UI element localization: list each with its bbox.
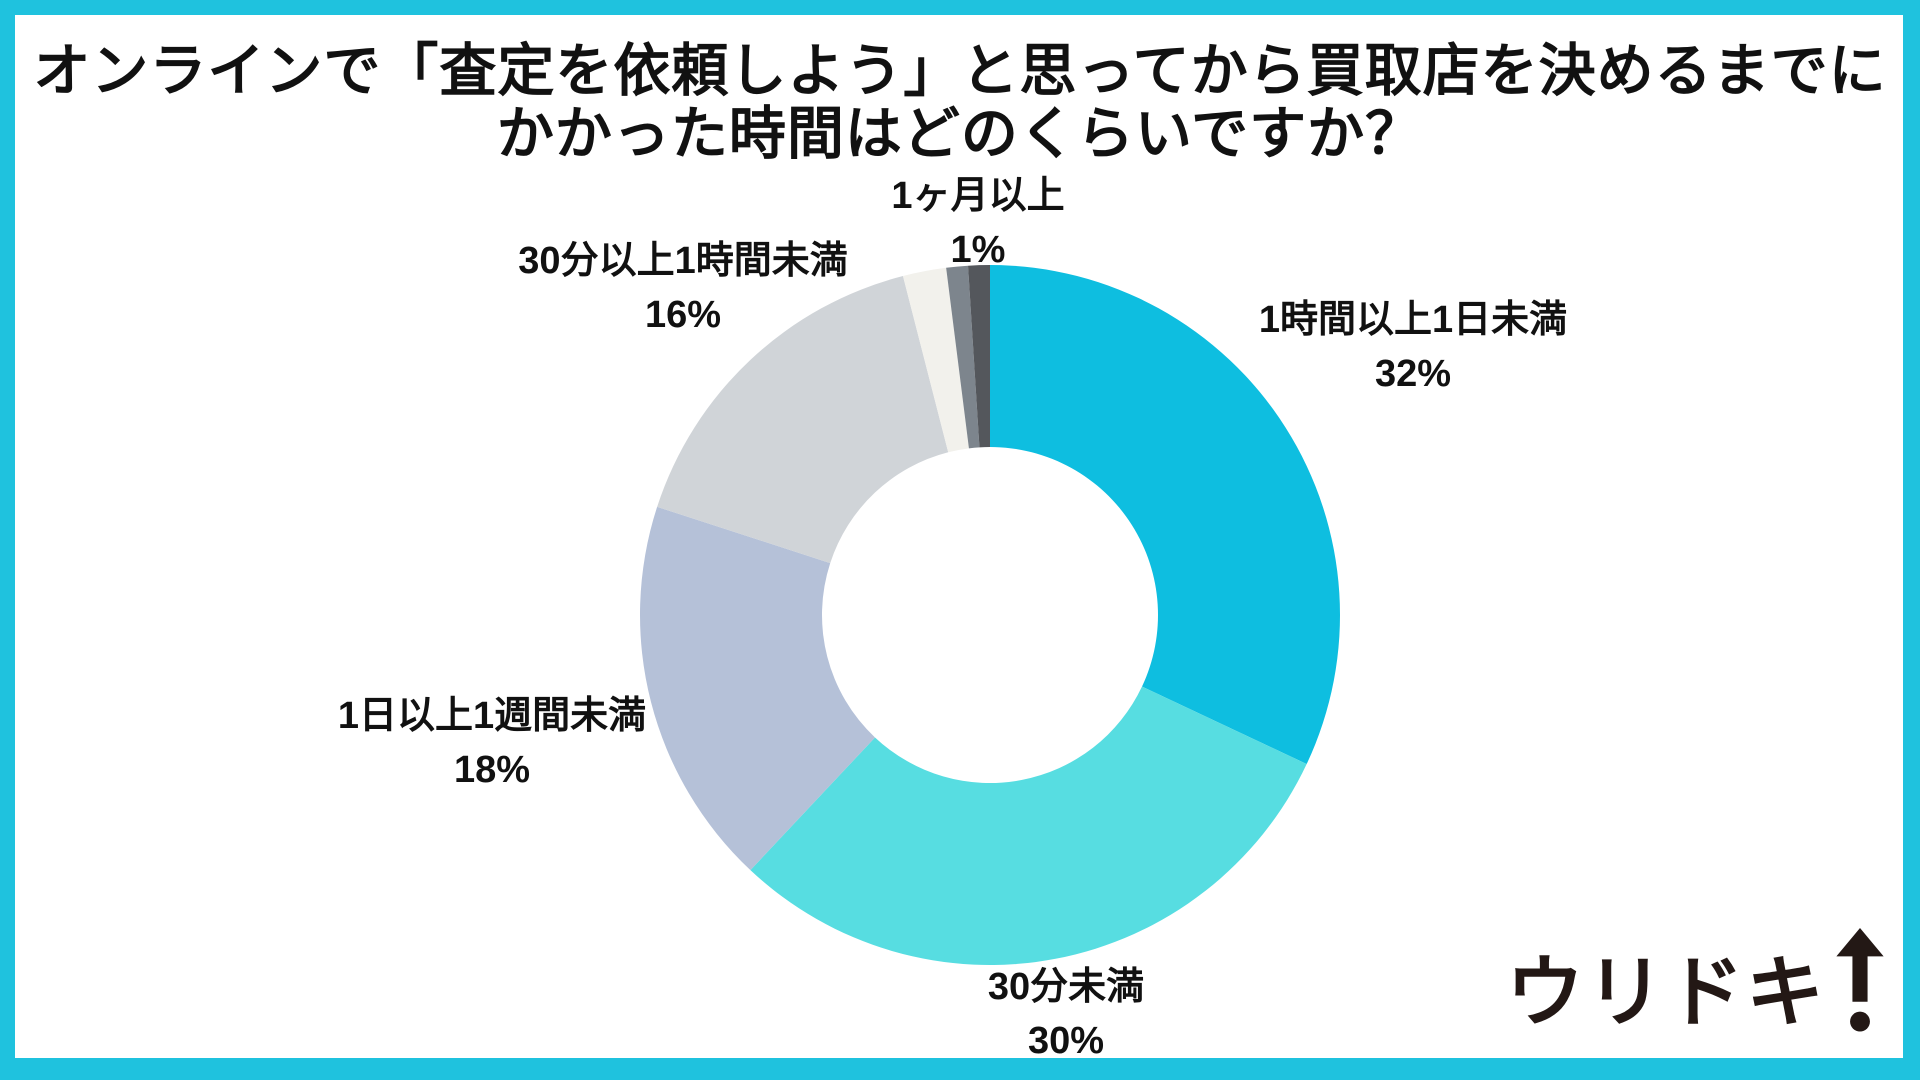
- slice-label-30分以上1時間未満: 30分以上1時間未満 16%: [518, 234, 847, 342]
- page-title-line1: オンラインで「査定を依頼しよう」と思ってから買取店を決めるまでに: [33, 39, 1887, 103]
- pie-slice-1ヶ月以上: [968, 265, 990, 448]
- slice-label-1ヶ月以上: 1ヶ月以上 1%: [891, 169, 1064, 277]
- slice-label-percent: 32%: [1374, 353, 1452, 395]
- slice-label-percent: 16%: [644, 294, 722, 336]
- pie-slice-unlabeled-5: [946, 265, 980, 449]
- pie-slice-30分以上1時間未満: [657, 276, 949, 564]
- slice-label-name: 1ヶ月以上: [891, 175, 1065, 217]
- page-title-line2: かかった時間はどのくらいですか？: [496, 102, 1424, 166]
- slice-label-1時間以上1日未満: 1時間以上1日未満 32%: [1259, 293, 1567, 401]
- slice-label-name: 1日以上1週間未満: [337, 695, 647, 737]
- pie-slice-1日以上1週間未満: [639, 506, 875, 871]
- slice-label-30分未満: 30分未満 30%: [988, 960, 1144, 1068]
- slice-label-1日以上1週間未満: 1日以上1週間未満 18%: [338, 689, 646, 797]
- page-title: オンラインで「査定を依頼しよう」と思ってから買取店を決めるまでに かかった時間は…: [0, 40, 1920, 166]
- slice-label-percent: 30%: [1027, 1020, 1105, 1062]
- slice-label-percent: 1%: [950, 229, 1006, 271]
- up-arrow-exclamation-icon: [1836, 928, 1884, 1032]
- pie-slice-30分未満: [750, 686, 1307, 965]
- slice-label-name: 1時間以上1日未満: [1258, 299, 1568, 341]
- brand-logo: ウリドキ: [1506, 928, 1884, 1032]
- slice-label-percent: 18%: [453, 749, 531, 791]
- slice-label-name: 30分以上1時間未満: [518, 240, 848, 282]
- pie-slice-unlabeled-4: [902, 267, 969, 453]
- pie-slice-1時間以上1日未満: [990, 265, 1340, 765]
- slice-label-name: 30分未満: [987, 966, 1145, 1008]
- brand-logo-text: ウリドキ: [1505, 948, 1826, 1036]
